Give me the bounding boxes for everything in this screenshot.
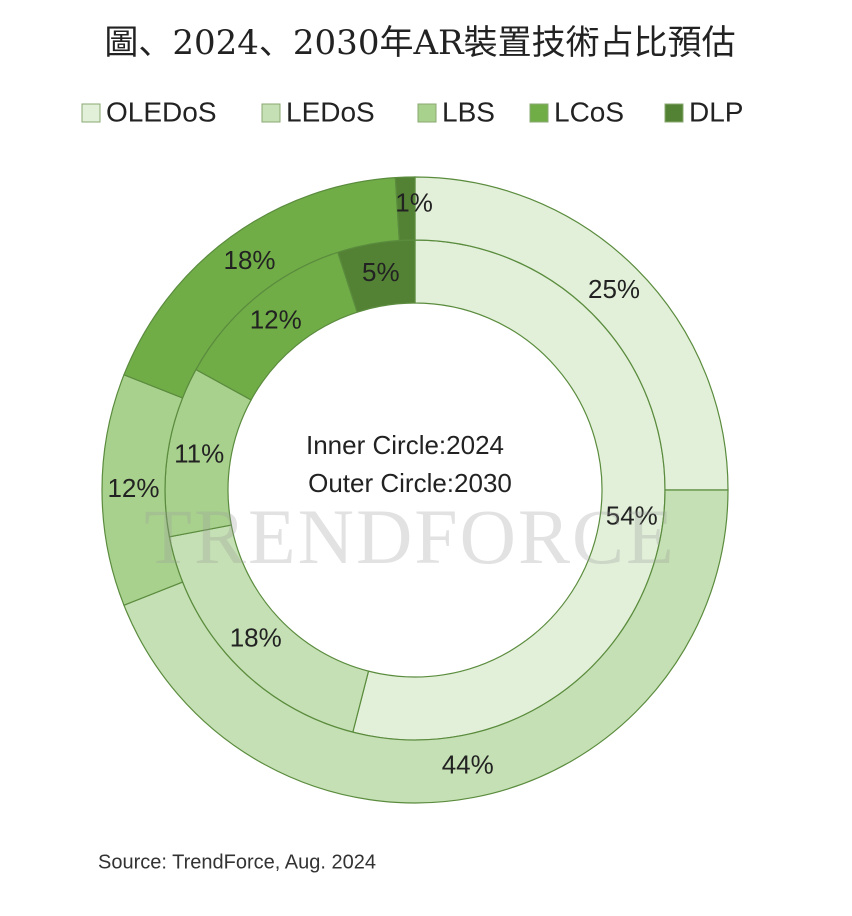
legend-swatch xyxy=(664,103,684,123)
legend-label: DLP xyxy=(689,96,743,127)
data-label: 5% xyxy=(362,257,400,287)
legend-label: LEDoS xyxy=(286,96,375,127)
data-label: 1% xyxy=(395,188,433,218)
legend-swatch xyxy=(529,103,549,123)
data-label: 11% xyxy=(174,439,224,469)
donut: 54% 18% 11% 12% 5% 25% 44% 12% 18% 1% xyxy=(101,176,729,804)
data-label: 25% xyxy=(588,274,640,304)
legend-label: LCoS xyxy=(554,96,624,127)
legend-swatch xyxy=(81,103,101,123)
legend: OLEDoS LEDoS LBS LCoS DLP xyxy=(81,96,743,127)
legend-swatch xyxy=(261,103,281,123)
source: Source: TrendForce, Aug. 2024 xyxy=(98,851,376,873)
data-label: 12% xyxy=(250,305,302,335)
data-label: 12% xyxy=(107,473,159,503)
legend-label: LBS xyxy=(442,96,495,127)
annotation: Inner Circle:2024 xyxy=(306,430,504,460)
data-label: 18% xyxy=(230,622,282,652)
legend-swatch xyxy=(417,103,437,123)
data-label: 18% xyxy=(224,245,276,275)
data-label: 44% xyxy=(442,749,494,779)
watermark: TRENDFORCE xyxy=(144,493,675,580)
donut-segment xyxy=(394,176,416,242)
annotation: Outer Circle:2030 xyxy=(308,468,512,498)
legend-label: OLEDoS xyxy=(106,96,217,127)
chart-title: 圖、2024、2030年AR裝置技術占比預估 xyxy=(104,23,735,63)
data-label: 54% xyxy=(606,500,658,530)
donut-segment xyxy=(123,489,729,804)
